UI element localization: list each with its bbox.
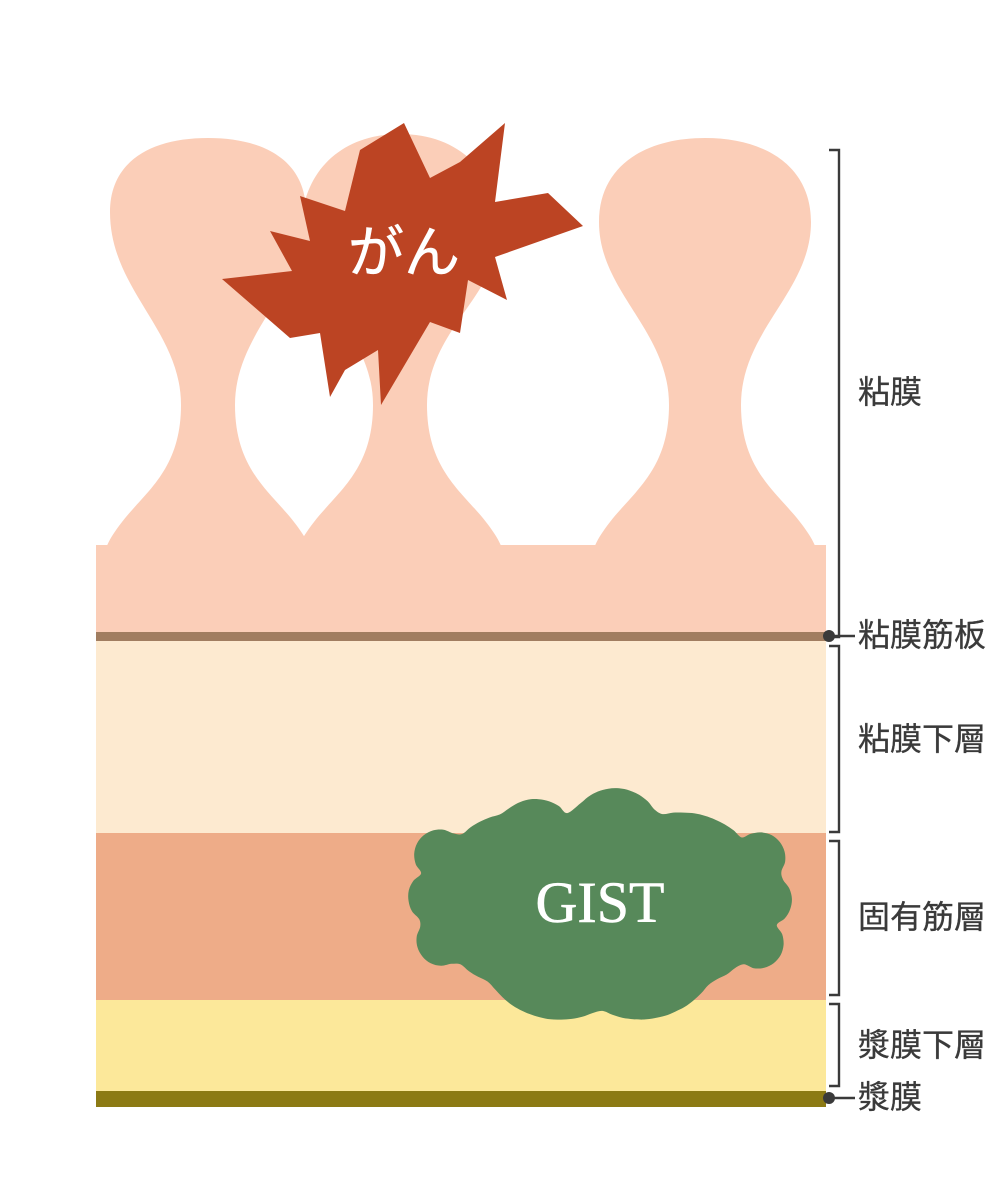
svg-text:粘膜下層: 粘膜下層	[858, 721, 986, 757]
svg-text:がん: がん	[348, 221, 460, 284]
svg-text:粘膜: 粘膜	[858, 374, 922, 410]
svg-text:漿膜: 漿膜	[858, 1079, 922, 1115]
svg-text:漿膜下層: 漿膜下層	[858, 1027, 986, 1063]
svg-text:粘膜筋板: 粘膜筋板	[858, 617, 986, 653]
svg-text:固有筋層: 固有筋層	[858, 899, 986, 935]
svg-text:GIST: GIST	[536, 870, 665, 935]
